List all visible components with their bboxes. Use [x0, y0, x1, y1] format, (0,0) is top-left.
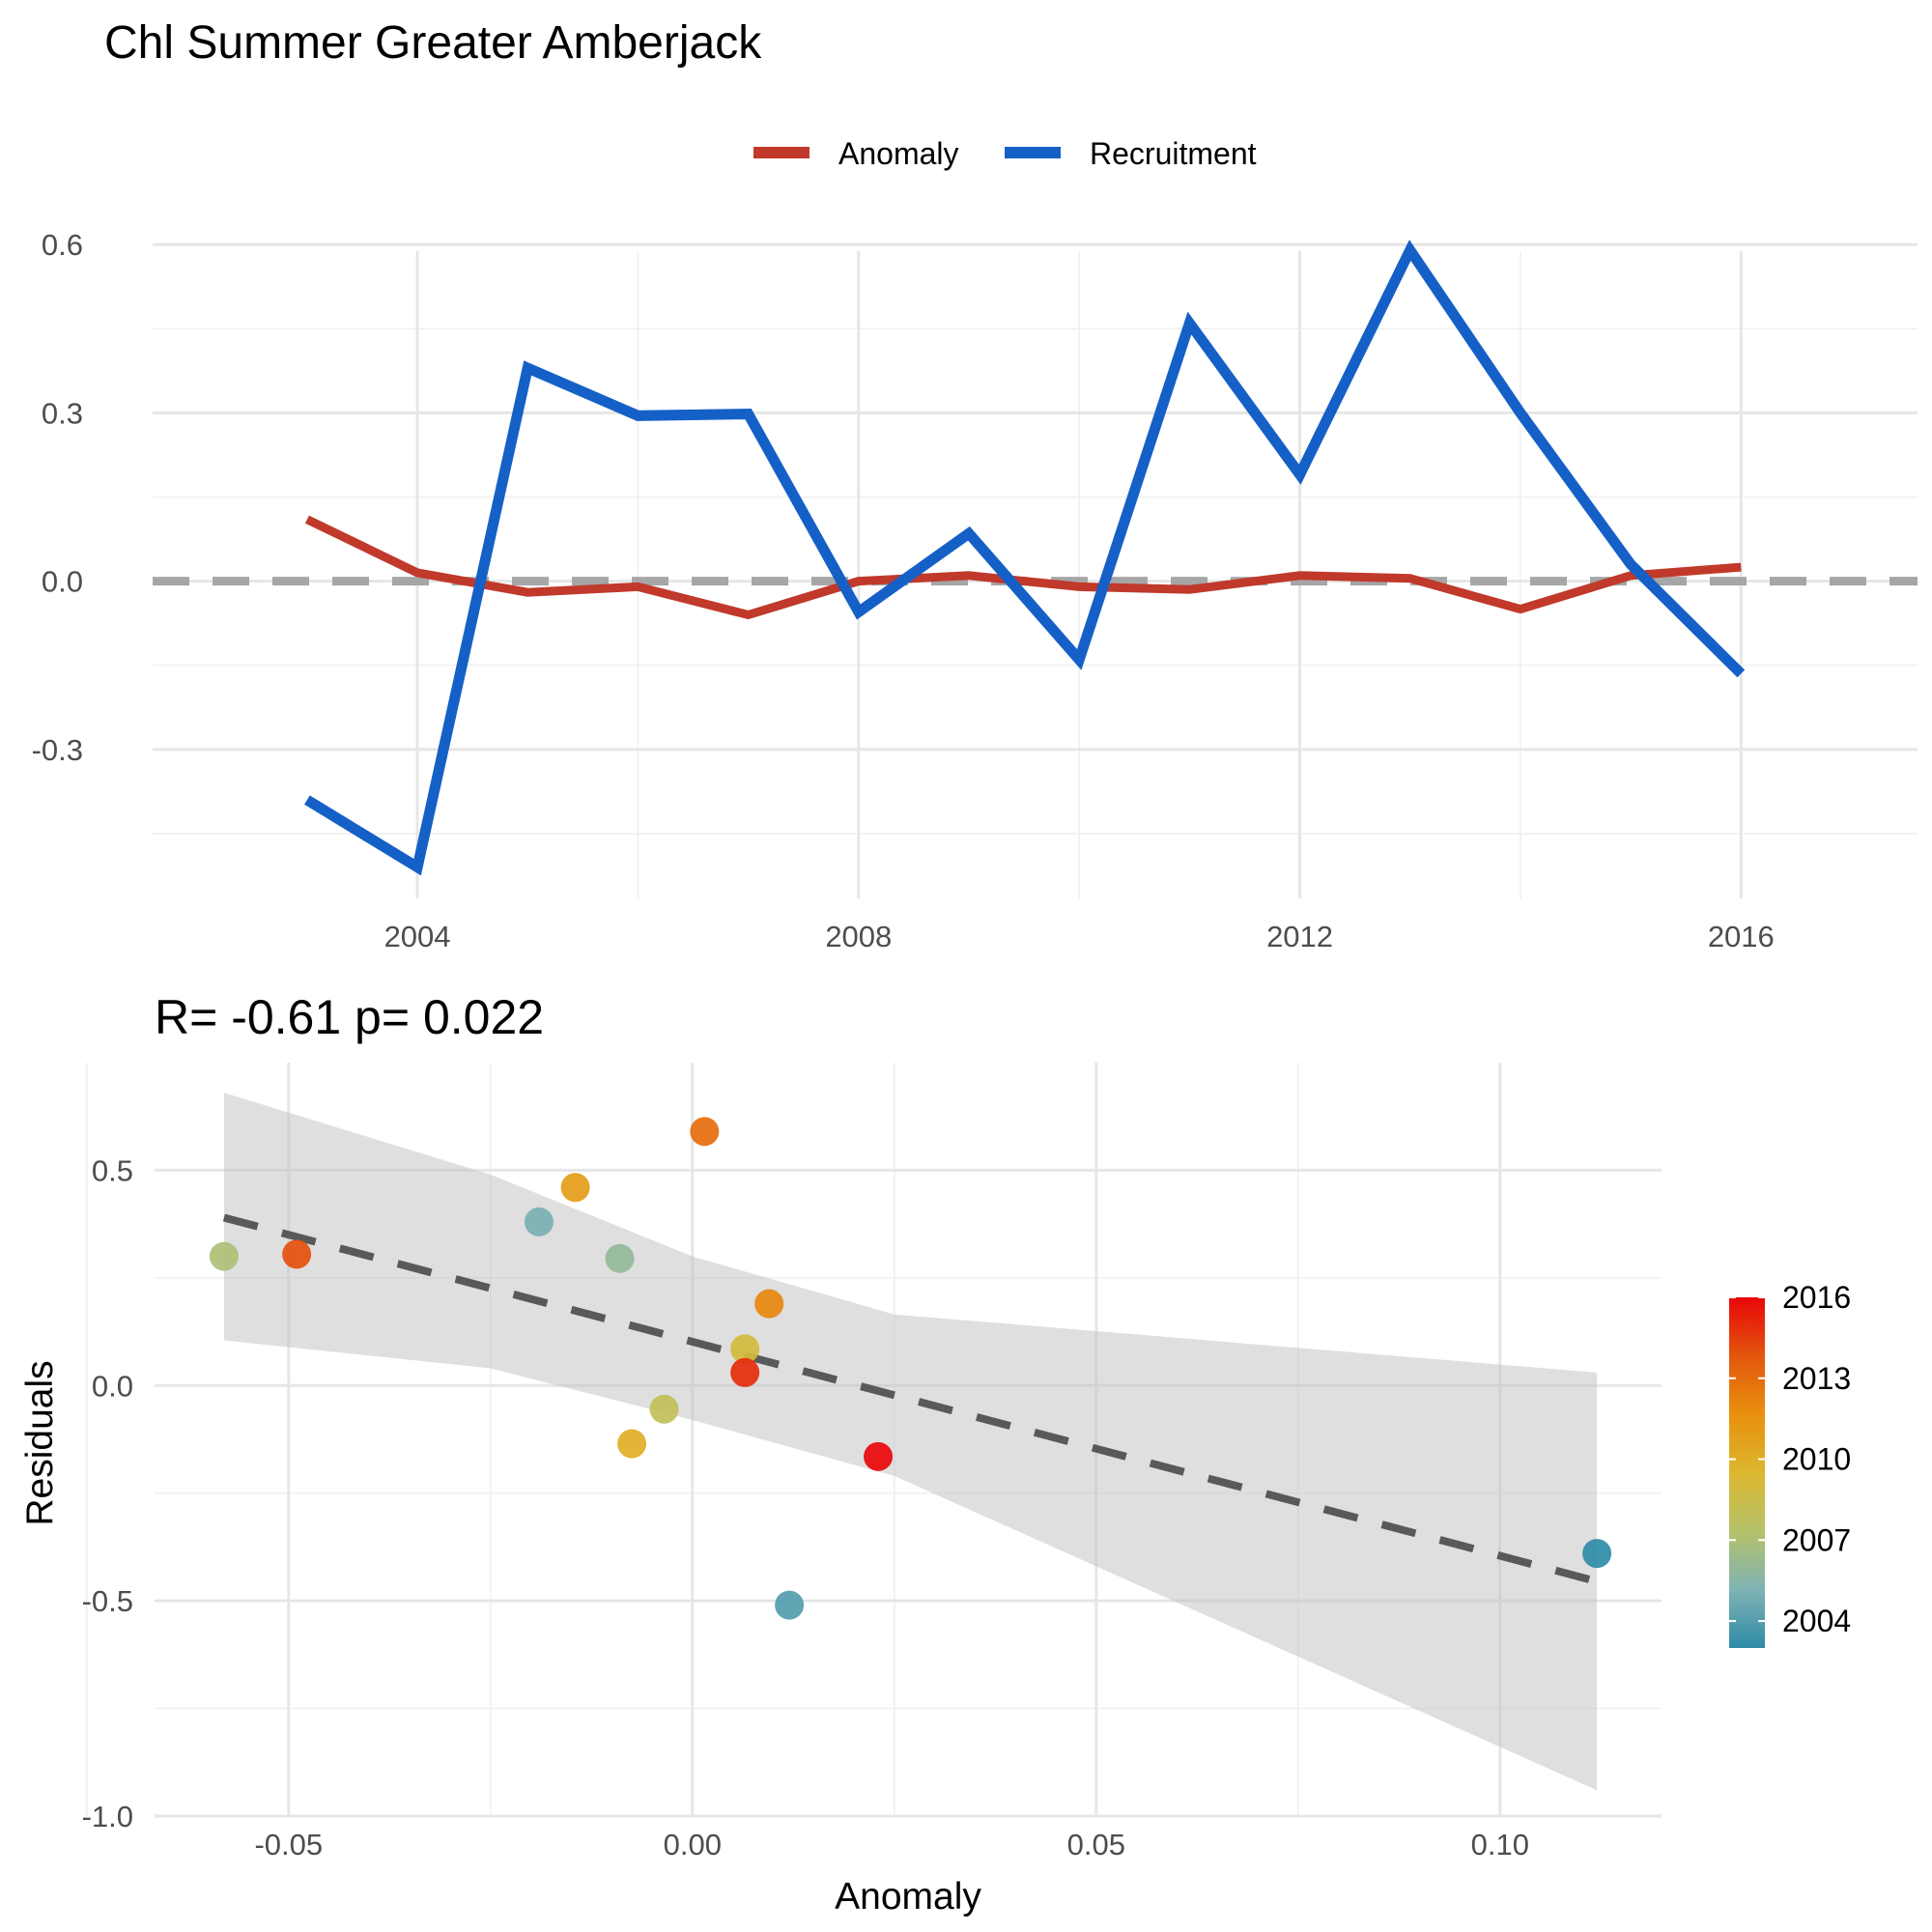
- x-tick-label: -0.05: [254, 1828, 323, 1861]
- scatter-point-2011: [560, 1173, 590, 1203]
- x-tick-label: 0.10: [1471, 1828, 1529, 1861]
- chart-title: Chl Summer Greater Amberjack: [104, 17, 762, 69]
- colorbar-tick-label: 2007: [1782, 1522, 1851, 1557]
- y-axis-title: Residuals: [19, 1360, 61, 1525]
- colorbar-tick-label: 2004: [1782, 1604, 1851, 1638]
- y-tick-label: 0.6: [42, 228, 83, 262]
- scatter-point-2015: [730, 1357, 760, 1387]
- x-tick-label: 2008: [825, 920, 892, 953]
- year-colorbar: 2004 2007 2010 2013 2016: [1729, 1280, 1851, 1648]
- y-tick-label: -1.0: [82, 1800, 133, 1833]
- series-line-anomaly: [304, 515, 1742, 620]
- x-tick-label: 2004: [384, 920, 451, 953]
- y-tick-label: -0.5: [82, 1584, 133, 1618]
- y-tick-label: 0.0: [92, 1369, 133, 1403]
- scatter-point-2006: [605, 1243, 635, 1273]
- colorbar-tick-label: 2010: [1782, 1442, 1851, 1477]
- y-tick-label: 0.5: [92, 1153, 133, 1187]
- legend: Anomaly Recruitment: [753, 136, 1257, 171]
- scatter-point-2009: [730, 1334, 760, 1364]
- scatter-point-2007: [209, 1241, 239, 1271]
- scatter-point-2013: [690, 1117, 720, 1147]
- legend-label-recruitment: Recruitment: [1090, 136, 1257, 171]
- scatter-point-2008: [649, 1394, 679, 1424]
- legend-label-anomaly: Anomaly: [838, 136, 959, 171]
- x-tick-label: 0.05: [1067, 1828, 1125, 1861]
- colorbar-gradient: [1729, 1297, 1765, 1648]
- scatter-panel-data: [209, 1093, 1612, 1791]
- series-line-recruitment: [304, 240, 1746, 876]
- scatter-subtitle: R= -0.61 p= 0.022: [155, 990, 544, 1044]
- y-tick-label: 0.0: [42, 565, 83, 599]
- scatter-point-2016: [864, 1441, 894, 1471]
- scatter-point-2014: [282, 1239, 312, 1269]
- x-axis-title: Anomaly: [835, 1876, 981, 1918]
- colorbar-tick-label: 2016: [1782, 1280, 1851, 1315]
- line-panel-axis-labels: 2004 2008 2012 2016 -0.3 0.0 0.3 0.6: [32, 228, 1775, 953]
- scatter-point-2004: [775, 1590, 805, 1620]
- line-panel-data: [153, 240, 1918, 876]
- x-tick-label: 2012: [1266, 920, 1333, 953]
- x-tick-label: 2016: [1708, 920, 1775, 953]
- scatter-panel-axis-labels: -0.05 0.00 0.05 0.10 -1.0 -0.5 0.0 0.5: [82, 1153, 1529, 1861]
- scatter-point-2012: [754, 1289, 784, 1319]
- y-tick-label: 0.3: [42, 396, 83, 430]
- colorbar-tick-label: 2013: [1782, 1361, 1851, 1396]
- confidence-band: [223, 1093, 1598, 1791]
- scatter-point-2005: [524, 1207, 554, 1236]
- x-tick-label: 0.00: [664, 1828, 722, 1861]
- scatter-point-2010: [617, 1429, 647, 1459]
- y-tick-label: -0.3: [32, 733, 83, 767]
- scatter-point-2003: [1582, 1539, 1612, 1569]
